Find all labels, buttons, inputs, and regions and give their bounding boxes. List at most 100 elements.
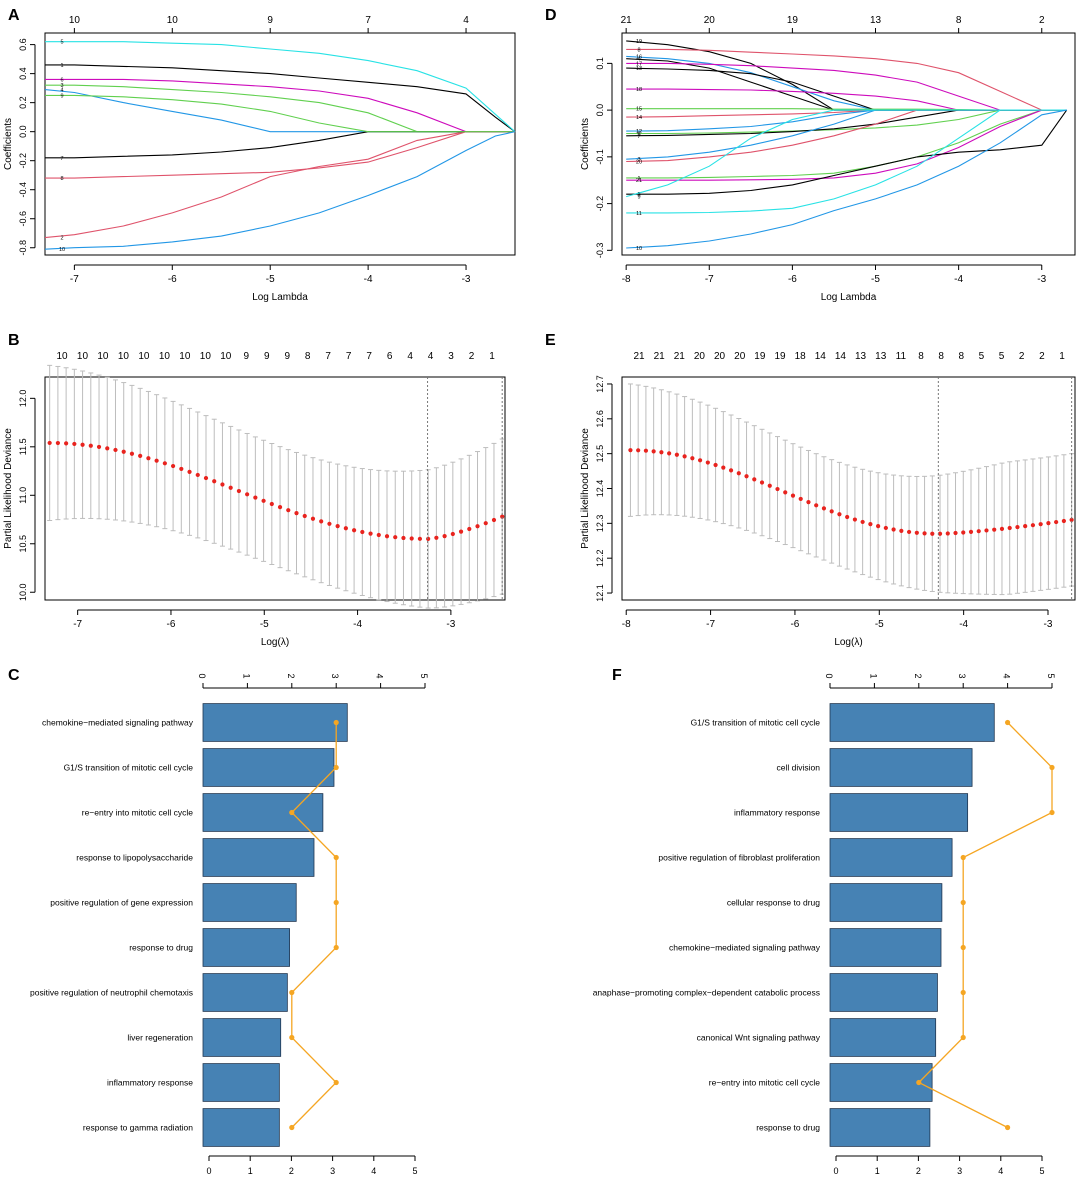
cv-mean-point [1038,522,1043,527]
panel-b-y-tick-label: 10.0 [18,583,28,601]
panel-f-gene-count-line [917,722,1053,1129]
bar-10 [829,1108,931,1147]
gene-count-point [333,1079,339,1086]
cv-mean-point [674,452,679,457]
cv-mean-point [450,531,455,537]
gene-count-point [1005,719,1011,726]
cv-mean-point [376,532,381,538]
bar-4 [202,838,315,877]
panel-f-bottom-tick-label: 1 [875,1166,880,1176]
cv-mean-point [195,472,200,478]
bar-label: re−entry into mitotic cell cycle [82,808,194,818]
cv-mean-point [690,456,695,461]
bar-label: positive regulation of fibroblast prolif… [658,853,820,863]
panel-f-bottom-tick-label: 2 [916,1166,921,1176]
cv-mean-point [277,505,283,510]
panel-b-x-tick-label: -6 [167,619,176,630]
panel-a-y-tick-label: 0.2 [18,96,28,109]
cv-mean-point [368,531,373,536]
panel-c-enrichment-bars: 0 1 2 3 4 5 0 1 2 3 4 5 chemokine−mediated signaling… [30,673,429,1176]
top-df-label: 2 [1039,351,1045,362]
cv-mean-point [976,529,981,534]
bar-label: inflammatory response [107,1078,193,1088]
bar-5 [202,883,297,922]
panel-d-y-tick-label: 0.0 [595,104,605,117]
panel-letter-e: E [545,332,556,349]
top-df-label: 10 [200,351,212,362]
cv-mean-point [88,443,93,448]
bar-2 [829,748,973,787]
panel-f-enrichment-bars: 0 1 2 3 4 5 0 1 2 3 4 5 G1/S transition of mitotic c… [593,673,1056,1176]
cv-mean-point [253,495,258,500]
panel-f-bottom-tick-label: 3 [957,1166,962,1176]
bar-label: chemokine−mediated signaling pathway [669,943,821,953]
panel-a-y-tick-label: 0.0 [18,125,28,138]
panel-a-y-tick-label: 0.4 [18,67,28,80]
cv-mean-point [187,469,192,474]
cv-mean-point [220,482,225,487]
cv-mean-point [728,468,734,473]
bar-label: canonical Wnt signaling pathway [697,1033,821,1043]
panel-a-x-tick-label: -7 [70,274,79,285]
gene-count-point [1049,809,1055,816]
cv-mean-point [475,524,480,529]
cv-mean-point [806,500,811,505]
panel-f-top-tick-label: 3 [957,673,967,678]
cv-mean-point [759,480,765,485]
cv-mean-point [105,446,110,451]
top-df-label: 20 [704,15,716,26]
cv-mean-point [667,451,672,456]
top-df-label: 14 [835,351,847,362]
panel-b-y-tick-label: 11.5 [18,438,28,455]
cv-mean-point [992,527,997,532]
top-df-label: 21 [633,351,645,362]
bar-label: inflammatory response [734,808,820,818]
cv-mean-point [442,533,447,539]
bar-8 [829,1018,937,1057]
panel-a-y-tick-label: -0.4 [18,182,28,198]
top-df-label: 8 [959,351,965,362]
top-df-label: 9 [264,351,270,362]
bar-9 [829,1063,933,1102]
panel-d-x-tick-label: -4 [954,274,963,285]
cv-mean-point [483,521,488,526]
bar-3 [202,793,324,832]
panel-d-x-tick-label: -7 [705,274,714,285]
panel-e-y-tick-label: 12.3 [595,515,605,533]
top-df-label: 9 [244,351,250,362]
panel-d-y-axis-title: Coefficients [580,118,591,170]
cv-mean-point [883,525,888,531]
panel-d-x-tick-label: -3 [1037,274,1046,285]
bar-2 [202,748,335,787]
bar-label: liver regeneration [127,1033,193,1043]
top-df-label: 21 [674,351,686,362]
panel-a-y-tick-label: -0.6 [18,211,28,227]
panel-e-x-tick-label: -6 [790,619,799,630]
cv-mean-point [179,466,184,472]
bar-1 [829,703,995,742]
panel-b-cv-deviance: -7 -6 -5 -4 -3 Log(λ) 10.0 10.5 11.0 11.5 12.0 Part… [3,351,506,648]
cv-mean-point [891,527,896,532]
cv-mean-point [393,535,398,540]
cv-mean-point [335,524,340,529]
top-df-label: 18 [795,351,807,362]
panel-letter-a: A [8,7,20,24]
panel-e-y-tick-label: 12.2 [595,549,605,567]
coef-path-label-4: 4 [637,57,640,63]
cv-mean-point [829,509,834,514]
cv-mean-point [417,536,423,541]
coef-path-label-8: 8 [60,176,63,182]
panel-d-coefficient-paths: -8 -7 -6 -5 -4 -3 Log Lambda -0.3 -0.2 -0.1 0.0 0.1… [580,15,1076,303]
cv-mean-point [319,519,324,524]
cv-mean-point [628,448,633,453]
top-df-label: 11 [896,351,907,362]
top-df-label: 19 [787,15,799,26]
coef-path-10 [44,131,516,250]
coef-path-label-16: 16 [636,54,642,60]
cv-mean-point [55,440,60,446]
top-df-label: 4 [463,15,469,26]
panel-letter-b: B [8,332,20,349]
cv-mean-point [203,475,209,481]
top-df-label: 7 [366,351,372,362]
coef-path-2 [44,131,515,239]
